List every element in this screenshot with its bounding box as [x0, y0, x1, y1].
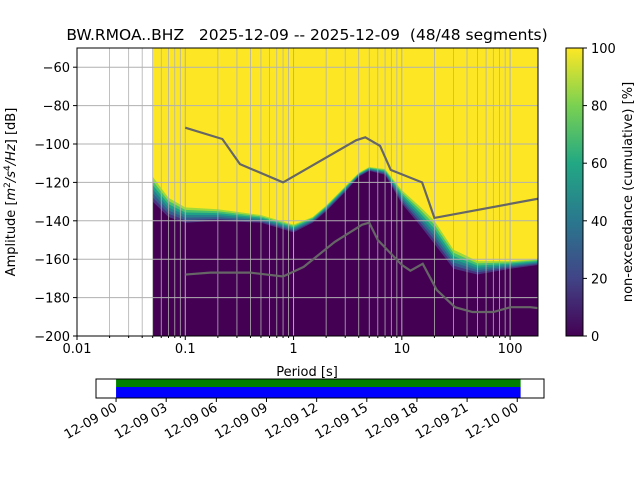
colorbar-tick-label: 20 — [591, 272, 608, 287]
colorbar-tick-label: 40 — [591, 215, 608, 230]
y-tick-label: −140 — [34, 215, 70, 230]
axes: 0.01 0.1 1 10 100 −200 −180 −160 −140 −120 −100 −80… — [34, 61, 522, 357]
x-tick-label: 10 — [394, 342, 411, 357]
timeline-tick-label: 12-09 18 — [363, 400, 421, 442]
nhnm-curve — [184, 126, 538, 220]
colorbar — [565, 47, 584, 337]
timeline-tick-label: 12-09 09 — [212, 400, 270, 442]
y-tick-label: −120 — [34, 176, 70, 191]
colorbar-axis: 0 20 40 60 80 100 — [583, 42, 616, 345]
y-tick-label: −160 — [34, 253, 70, 268]
colorbar-tick-label: 0 — [591, 330, 599, 345]
y-tick-label: −200 — [34, 330, 70, 345]
data-coverage-bar — [116, 379, 521, 387]
plot-frame — [76, 47, 539, 337]
colorbar-tick-label: 100 — [591, 42, 616, 57]
x-tick-label: 1 — [289, 342, 297, 357]
colorbar-label: non-exceedance (cumulative) [%] — [621, 82, 636, 302]
x-tick-label: 100 — [498, 342, 523, 357]
timeline-tick-label: 12-09 03 — [112, 400, 170, 442]
timeline-tick-label: 12-09 15 — [313, 400, 371, 442]
timeline-tick-label: 12-09 06 — [162, 400, 220, 442]
y-tick-label: −80 — [43, 100, 70, 115]
x-tick-label: 0.1 — [175, 342, 196, 357]
colorbar-tick-label: 60 — [591, 157, 608, 172]
timeline-frame — [95, 378, 545, 399]
nlnm-curve — [185, 221, 538, 314]
x-axis-label: Period [s] — [276, 365, 338, 380]
timeline-tick-label: 12-10 00 — [463, 400, 521, 442]
timeline-tick-label: 12-09 21 — [413, 400, 471, 442]
used-coverage-bar — [116, 387, 521, 398]
colorbar-tick-label: 80 — [591, 100, 608, 115]
y-axis-label: Amplitude [m2/s4/Hz] [dB] — [3, 108, 19, 277]
noise-models — [184, 126, 538, 314]
y-tick-label: −180 — [34, 292, 70, 307]
y-tick-label: −60 — [43, 61, 70, 76]
timeline-tick-label: 12-09 00 — [62, 400, 120, 442]
y-tick-label: −100 — [34, 138, 70, 153]
grid-lines — [77, 48, 538, 336]
chart-title: BW.RMOA..BHZ 2025-12-09 -- 2025-12-09 (4… — [66, 26, 547, 44]
timeline-tick-label: 12-09 12 — [263, 400, 321, 442]
x-tick-label: 0.01 — [63, 342, 92, 357]
